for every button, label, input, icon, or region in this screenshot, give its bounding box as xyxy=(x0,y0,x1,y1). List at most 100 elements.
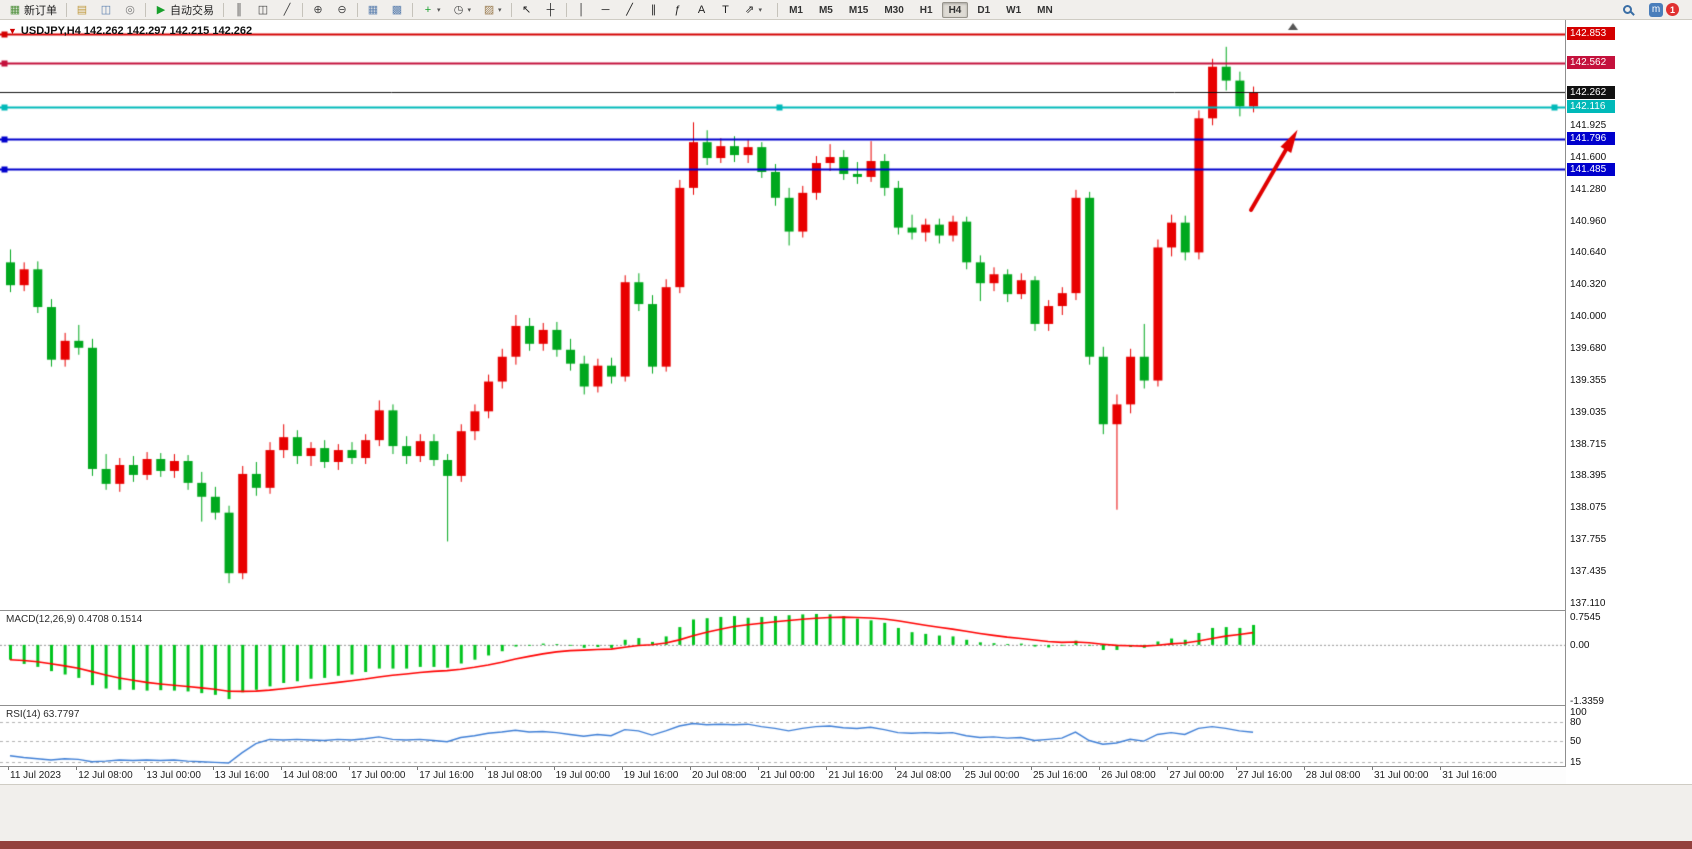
fibonacci-button[interactable]: ƒ xyxy=(666,1,690,19)
new-order-button[interactable]: ▦ 新订单 xyxy=(3,1,63,19)
price-axis-label: 139.355 xyxy=(1570,375,1607,387)
price-axis-label: 138.075 xyxy=(1570,502,1607,514)
bar-chart-button[interactable]: ║ xyxy=(227,1,251,19)
text-icon: A xyxy=(697,3,706,16)
market-button[interactable]: ◎ xyxy=(118,1,142,19)
price-axis[interactable]: 141.925 141.600 141.280 140.960 140.640 140.3… xyxy=(1566,20,1692,768)
rsi-canvas[interactable] xyxy=(0,706,1566,766)
auto-trading-icon: ▶ xyxy=(156,3,166,16)
charts-bar-button[interactable]: ▤ xyxy=(70,1,94,19)
time-axis-label: 18 Jul 08:00 xyxy=(487,770,542,781)
time-axis-label: 31 Jul 16:00 xyxy=(1442,770,1497,781)
macd-pane-separator[interactable] xyxy=(0,610,1692,611)
community-icon: m xyxy=(1649,2,1663,17)
line-chart-button[interactable]: ╱ xyxy=(275,1,299,19)
timeframe-m15-button[interactable]: M15 xyxy=(848,4,869,16)
price-axis-label: 141.600 xyxy=(1570,152,1607,164)
rsi-axis-label: 80 xyxy=(1570,717,1582,729)
crosshair-button[interactable]: ┼ xyxy=(539,1,563,19)
toolbar-right: m 1 xyxy=(1617,1,1689,19)
timeframe-m1-button[interactable]: M1 xyxy=(789,4,803,16)
time-axis-tick xyxy=(1303,767,1305,770)
cursor-icon: ↖ xyxy=(521,3,532,16)
rsi-axis-label: 15 xyxy=(1570,756,1582,768)
time-axis-tick xyxy=(485,767,487,770)
timeframe-w1-button[interactable]: W1 xyxy=(1006,4,1022,16)
time-axis-tick xyxy=(690,767,691,770)
price-tag: 141.796 xyxy=(1567,132,1615,146)
toolbar-separator xyxy=(145,2,146,17)
macd-canvas[interactable] xyxy=(0,611,1566,705)
time-axis-label: 31 Jul 00:00 xyxy=(1374,770,1429,781)
text-button[interactable]: A xyxy=(690,1,714,19)
timeframe-bar: M1 M5 M15 M30 H1 H4 D1 W1 MN xyxy=(774,1,1061,18)
time-axis-label: 13 Jul 16:00 xyxy=(214,770,270,781)
time-axis-tick xyxy=(1031,767,1032,770)
time-axis-tick xyxy=(758,767,760,770)
price-axis-label: 140.640 xyxy=(1570,247,1607,259)
tile-windows-button[interactable]: ▦ xyxy=(361,1,385,19)
window-background xyxy=(0,784,1692,841)
chart-title: ▼ USDJPY,H4 142.262 142.297 142.215 142.… xyxy=(8,25,252,37)
zoom-out-button[interactable]: ⊖ xyxy=(330,1,354,19)
cascade-windows-button[interactable]: ▩ xyxy=(385,1,409,19)
search-button[interactable] xyxy=(1617,1,1638,19)
timeframe-m30-button[interactable]: M30 xyxy=(884,4,904,16)
time-axis-tick xyxy=(1235,767,1237,770)
time-axis-label: 17 Jul 00:00 xyxy=(351,770,406,781)
profiles-icon: ◫ xyxy=(100,3,112,16)
equidistant-channel-button[interactable]: ∥ xyxy=(642,1,666,19)
time-axis-label: 20 Jul 08:00 xyxy=(692,770,747,781)
price-axis-label: 141.280 xyxy=(1570,183,1607,195)
time-axis[interactable]: 11 Jul 2023 12 Jul 08:00 13 Jul 00:00 13 Ju… xyxy=(0,767,1566,784)
trendline-icon: ╱ xyxy=(626,3,633,16)
trendline-button[interactable]: ╱ xyxy=(618,1,642,19)
vertical-line-button[interactable]: │ xyxy=(570,1,594,19)
rsi-pane-separator[interactable] xyxy=(0,705,1692,706)
macd-axis-label: 0.7545 xyxy=(1570,612,1601,623)
timeframe-d1-button[interactable]: D1 xyxy=(977,4,991,16)
indicators-button[interactable]: + ▾ xyxy=(416,1,447,19)
timeframe-h1-button[interactable]: H1 xyxy=(919,4,933,16)
cursor-button[interactable]: ↖ xyxy=(515,1,539,19)
arrows-button[interactable]: ⇗ ▾ xyxy=(738,1,769,19)
timeframe-h4-button[interactable]: H4 xyxy=(941,1,969,18)
crosshair-icon: ┼ xyxy=(546,3,555,16)
time-axis-label: 24 Jul 08:00 xyxy=(896,770,952,781)
text-label-button[interactable]: T xyxy=(714,1,738,19)
periods-icon: ◷ xyxy=(453,3,464,16)
time-axis-label: 13 Jul 00:00 xyxy=(146,770,201,781)
price-axis-label: 140.320 xyxy=(1570,279,1607,291)
horizontal-line-icon: ─ xyxy=(601,3,610,16)
dropdown-caret-icon: ▾ xyxy=(498,6,502,14)
time-axis-label: 12 Jul 08:00 xyxy=(78,770,133,781)
candlestick-chart-button[interactable]: ◫ xyxy=(251,1,275,19)
dropdown-caret-icon: ▾ xyxy=(467,6,472,14)
community-button[interactable]: m 1 xyxy=(1643,1,1685,19)
templates-button[interactable]: ▨ ▾ xyxy=(477,1,508,19)
chart-title-text: USDJPY,H4 142.262 142.297 142.215 142.26… xyxy=(20,25,253,37)
time-axis-tick xyxy=(621,767,623,770)
dropdown-caret-icon: ▾ xyxy=(758,6,763,14)
time-axis-tick xyxy=(349,767,350,770)
zoom-in-button[interactable]: ⊕ xyxy=(306,1,330,19)
periods-button[interactable]: ◷ ▾ xyxy=(447,1,478,19)
main-chart-canvas[interactable] xyxy=(0,20,1566,610)
new-order-icon: ▦ xyxy=(9,3,21,16)
time-axis-tick xyxy=(1167,767,1169,770)
macd-axis-label: -1.3359 xyxy=(1570,696,1604,708)
profiles-button[interactable]: ◫ xyxy=(94,1,118,19)
timeframe-m5-button[interactable]: M5 xyxy=(818,4,833,16)
time-axis-label: 28 Jul 08:00 xyxy=(1305,770,1361,781)
time-axis-tick xyxy=(212,767,214,770)
toolbar-buttons: ▦ 新订单 ▤ ◫ ◎ ▶ 自动交易 ║ ◫ ╱ ⊕ ⊖ ▦ ▩ + ▾ ◷ ▾ ▨ ▾ ↖ ┼ │ ─ ╱ ∥ ƒ A T ⇗ ▾ xyxy=(3,1,768,19)
templates-icon: ▨ xyxy=(483,3,495,16)
auto-trading-button[interactable]: ▶ 自动交易 xyxy=(149,1,220,19)
timeframe-mn-button[interactable]: MN xyxy=(1037,4,1053,16)
tile-windows-icon: ▦ xyxy=(367,3,379,16)
toolbar-separator xyxy=(777,2,779,17)
price-axis-label: 137.110 xyxy=(1570,598,1606,610)
rsi-label: RSI(14) 63.7797 xyxy=(6,709,80,720)
horizontal-line-button[interactable]: ─ xyxy=(594,1,618,19)
rsi-axis-label: 50 xyxy=(1570,735,1582,747)
